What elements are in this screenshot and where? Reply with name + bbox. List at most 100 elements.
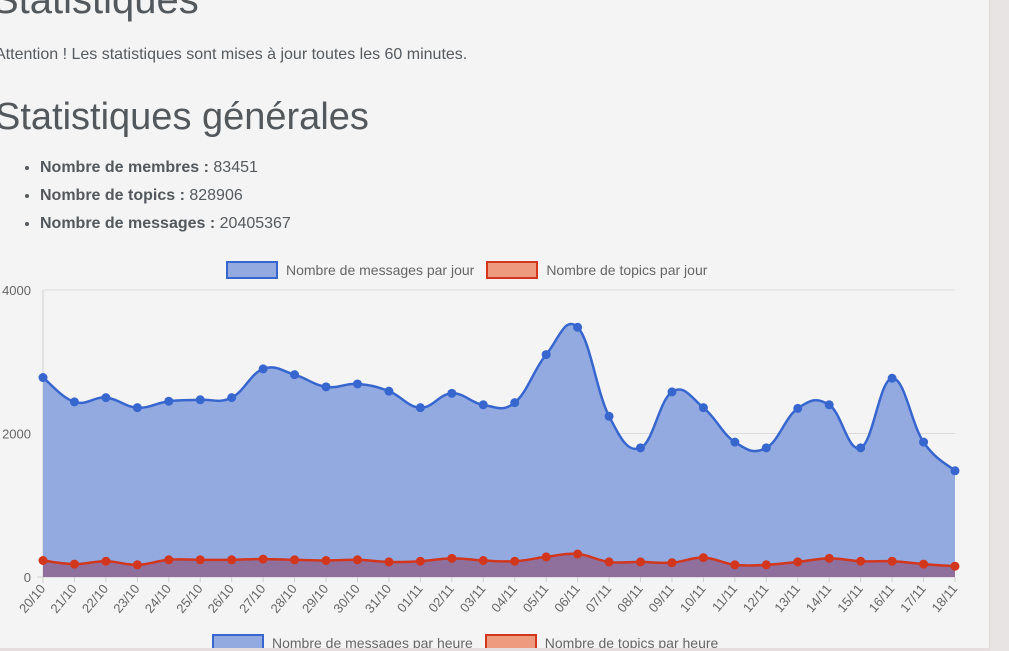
data-point-topics <box>824 553 834 563</box>
data-point-messages <box>69 397 79 407</box>
data-point-topics <box>69 559 79 569</box>
x-tick-label: 26/10 <box>205 581 237 616</box>
legend-item-messages-daily[interactable]: Nombre de messages par jour <box>226 261 474 279</box>
section-title: Statistiques générales <box>0 96 369 138</box>
data-point-topics <box>667 558 677 568</box>
legend-swatch-topics <box>486 261 539 279</box>
x-tick-label: 12/11 <box>740 581 772 615</box>
data-point-topics <box>761 560 771 570</box>
data-point-messages <box>856 443 866 453</box>
x-tick-label: 29/10 <box>299 581 331 616</box>
data-point-topics <box>698 553 708 563</box>
data-point-topics <box>856 556 866 566</box>
x-tick-label: 20/10 <box>16 581 48 616</box>
stat-label: Nombre de membres : <box>40 159 209 176</box>
stat-label: Nombre de messages : <box>40 215 216 232</box>
data-point-messages <box>164 396 174 406</box>
general-stats-list: Nombre de membres : 83451 Nombre de topi… <box>20 154 291 238</box>
vertical-scrollbar[interactable] <box>989 0 1009 651</box>
legend-label: Nombre de topics par heure <box>544 635 719 651</box>
data-point-topics <box>541 552 551 562</box>
area-messages <box>43 323 955 577</box>
data-point-topics <box>290 555 300 565</box>
stat-members: Nombre de membres : 83451 <box>40 154 291 182</box>
data-point-topics <box>132 560 142 570</box>
legend-item-topics-hourly[interactable]: Nombre de topics par heure <box>484 634 719 651</box>
data-point-topics <box>950 561 960 571</box>
data-point-messages <box>258 364 268 374</box>
x-tick-label: 11/11 <box>709 581 740 614</box>
data-point-messages <box>195 395 205 405</box>
bottom-edge <box>0 648 990 651</box>
stat-label: Nombre de topics : <box>40 187 185 204</box>
data-point-messages <box>887 373 897 383</box>
x-tick-label: 31/10 <box>362 581 394 616</box>
data-point-topics <box>164 555 174 565</box>
data-point-topics <box>604 557 614 567</box>
stat-value: 20405367 <box>219 215 291 232</box>
y-tick-label: 4000 <box>2 283 31 298</box>
data-point-topics <box>384 557 394 567</box>
data-point-messages <box>227 393 237 403</box>
data-point-messages <box>604 411 614 421</box>
data-point-messages <box>761 443 771 453</box>
data-point-messages <box>101 393 111 403</box>
x-tick-label: 15/11 <box>834 581 866 615</box>
data-point-messages <box>730 437 740 447</box>
data-point-messages <box>384 386 394 396</box>
x-tick-label: 28/10 <box>267 581 299 616</box>
x-tick-label: 08/11 <box>614 581 646 615</box>
legend-label: Nombre de messages par jour <box>286 262 475 278</box>
data-point-topics <box>730 560 740 570</box>
data-point-topics <box>887 556 897 566</box>
data-point-messages <box>824 400 834 410</box>
stat-value: 828906 <box>189 187 243 204</box>
data-point-topics <box>227 555 237 565</box>
x-tick-label: 17/11 <box>897 581 929 615</box>
x-tick-label: 21/10 <box>47 581 79 616</box>
x-tick-label: 05/11 <box>520 581 552 615</box>
y-tick-label: 2000 <box>2 427 31 442</box>
data-point-topics <box>478 555 488 565</box>
data-point-messages <box>919 437 929 447</box>
data-point-messages <box>510 398 520 408</box>
update-notice: Attention ! Les statistiques sont mises … <box>0 46 468 63</box>
x-tick-label: 02/11 <box>425 581 457 615</box>
data-point-messages <box>290 370 300 380</box>
x-tick-label: 23/10 <box>110 581 142 616</box>
data-point-topics <box>793 557 803 567</box>
data-point-messages <box>352 379 362 389</box>
x-tick-label: 22/10 <box>79 581 111 616</box>
stat-topics: Nombre de topics : 828906 <box>40 182 291 210</box>
legend-label: Nombre de messages par heure <box>272 635 473 651</box>
data-point-topics <box>258 554 268 564</box>
legend-item-topics-daily[interactable]: Nombre de topics par jour <box>486 261 707 279</box>
data-point-topics <box>195 555 205 565</box>
data-point-topics <box>415 556 425 566</box>
data-point-topics <box>101 556 111 566</box>
data-point-topics <box>321 555 331 565</box>
page-title: Statistiques <box>0 0 199 22</box>
data-point-topics <box>447 553 457 563</box>
x-tick-label: 18/11 <box>929 581 961 615</box>
data-point-messages <box>38 373 48 383</box>
chart-legend-daily: Nombre de messages par jour Nombre de to… <box>226 261 719 279</box>
data-point-messages <box>415 403 425 413</box>
x-tick-label: 24/10 <box>142 581 174 616</box>
x-tick-label: 10/11 <box>677 581 709 615</box>
legend-label: Nombre de topics par jour <box>546 262 708 278</box>
data-point-topics <box>352 555 362 565</box>
x-tick-label: 01/11 <box>394 581 426 615</box>
data-point-messages <box>321 382 331 392</box>
data-point-topics <box>919 559 929 569</box>
data-point-messages <box>950 466 960 476</box>
y-tick-label: 0 <box>24 570 31 585</box>
stat-messages: Nombre de messages : 20405367 <box>40 210 291 238</box>
x-tick-label: 07/11 <box>583 581 615 615</box>
data-point-messages <box>698 403 708 413</box>
data-point-messages <box>793 403 803 413</box>
legend-swatch-messages <box>226 261 278 279</box>
data-point-messages <box>541 350 551 360</box>
x-tick-label: 13/11 <box>771 581 803 615</box>
